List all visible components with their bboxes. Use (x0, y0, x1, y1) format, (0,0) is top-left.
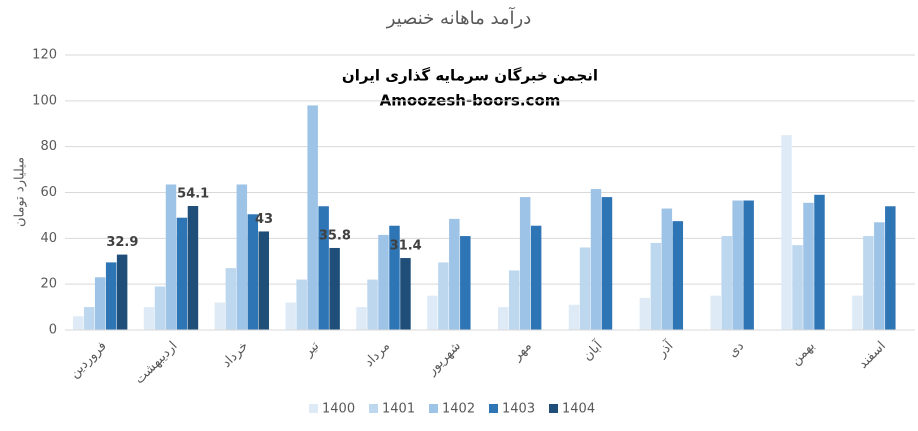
y-tick-label: 120 (32, 48, 57, 63)
bar (427, 295, 438, 330)
bar (258, 231, 270, 330)
bar (650, 242, 662, 330)
bar (874, 222, 885, 330)
bar (329, 247, 340, 330)
bar (814, 194, 825, 330)
bar (247, 214, 259, 330)
bar (732, 200, 743, 330)
y-tick-label: 80 (40, 139, 57, 154)
data-label: 35.8 (319, 228, 351, 243)
bar (710, 295, 721, 330)
bar (743, 200, 754, 330)
bar (721, 236, 732, 330)
bar (497, 307, 509, 330)
chart-title: درآمد ماهانه خنصیر (386, 6, 532, 29)
bar (579, 247, 591, 330)
data-label: 54.1 (177, 187, 209, 202)
bar (400, 258, 411, 330)
bar (672, 221, 684, 330)
bar (143, 307, 155, 330)
y-tick-label: 40 (40, 231, 57, 246)
bar (449, 218, 460, 330)
legend-swatch (489, 404, 498, 413)
data-label: 43 (255, 212, 273, 227)
legend-swatch (549, 404, 558, 413)
bar (661, 208, 673, 330)
bar (236, 184, 248, 330)
bar (590, 189, 602, 330)
bar (639, 297, 651, 330)
bar (94, 277, 106, 330)
bar (356, 307, 367, 330)
bar (116, 254, 128, 330)
legend-swatch (369, 404, 378, 413)
bar (792, 245, 803, 330)
legend-label: 1401 (382, 402, 415, 417)
bar (187, 206, 199, 330)
bar (885, 206, 896, 330)
bar (307, 105, 318, 331)
bar (72, 316, 84, 330)
bar (296, 279, 307, 330)
y-tick-label: 60 (40, 185, 57, 200)
bar (601, 197, 613, 330)
y-tick-label: 20 (40, 277, 57, 292)
legend-label: 1404 (562, 402, 595, 417)
bar (214, 302, 226, 330)
y-tick-label: 0 (49, 323, 57, 338)
y-tick-label: 100 (32, 93, 57, 108)
bar (83, 307, 95, 330)
bar (105, 262, 117, 330)
legend-label: 1400 (322, 402, 355, 417)
bar (530, 225, 542, 330)
data-label: 31.4 (390, 239, 422, 254)
data-label: 32.9 (106, 235, 138, 250)
bar (367, 279, 378, 330)
bar (154, 286, 166, 330)
bar (460, 236, 471, 330)
bar (568, 304, 580, 330)
bar (285, 302, 296, 330)
bar (781, 135, 792, 330)
bar (389, 225, 400, 330)
bar (318, 206, 329, 330)
bar (803, 202, 814, 330)
bar (378, 234, 389, 330)
bar (519, 197, 531, 330)
bar (863, 236, 874, 330)
bar (176, 217, 188, 330)
legend-swatch (429, 404, 438, 413)
legend-label: 1403 (502, 402, 535, 417)
bar (225, 268, 237, 330)
annotation: انجمن خبرگان سرمایه گذاری ایران (342, 67, 598, 85)
bar (165, 184, 177, 330)
y-axis-label: میلیارد تومان (13, 157, 28, 227)
bar (852, 295, 863, 330)
bar (438, 262, 449, 330)
legend-label: 1402 (442, 402, 475, 417)
legend-swatch (309, 404, 318, 413)
bar (508, 270, 520, 330)
